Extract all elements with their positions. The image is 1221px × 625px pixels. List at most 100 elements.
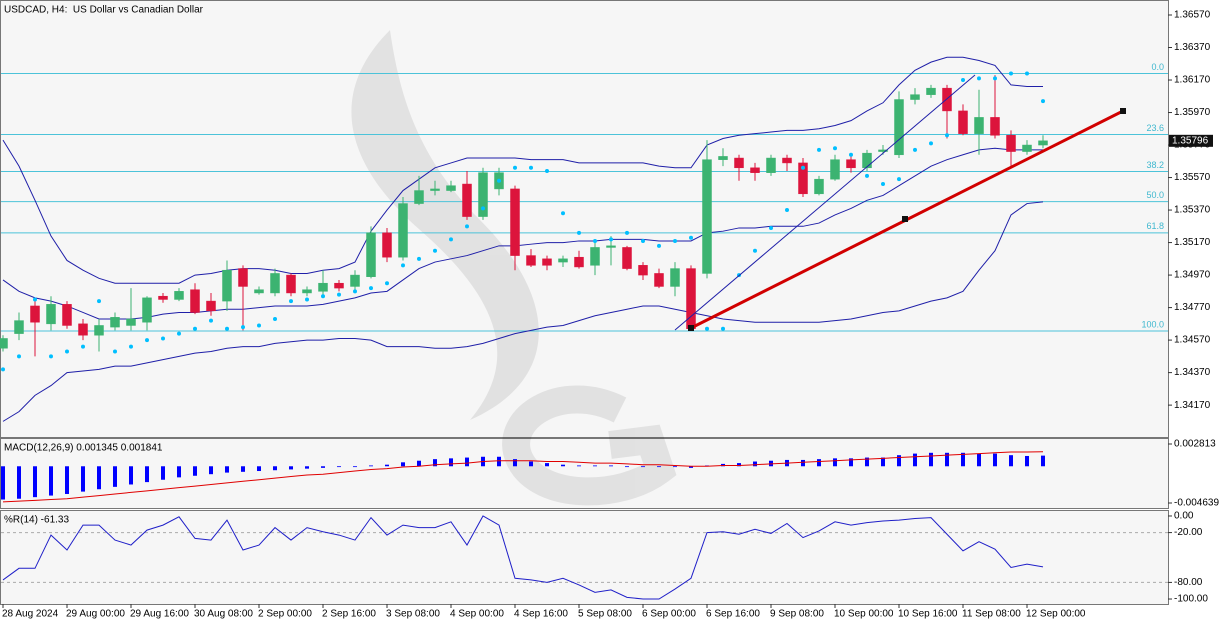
candle-body bbox=[30, 305, 40, 323]
sar-dot bbox=[273, 316, 277, 321]
x-tick-label: 12 Sep 00:00 bbox=[1026, 609, 1086, 620]
macd-bar bbox=[321, 466, 325, 468]
candle-body bbox=[0, 338, 8, 349]
sar-dot bbox=[897, 177, 901, 182]
y-tick-label: 1.34170 bbox=[1174, 400, 1211, 411]
last-price-box bbox=[1169, 134, 1213, 147]
x-tick-label: 2 Sep 00:00 bbox=[258, 609, 312, 620]
sar-dot bbox=[193, 326, 197, 331]
candle-body bbox=[302, 289, 312, 294]
sar-dot bbox=[225, 326, 229, 331]
macd-bar bbox=[241, 466, 245, 472]
sar-dot bbox=[561, 211, 565, 216]
wpr-title: %R(14) -61.33 bbox=[4, 515, 69, 526]
sar-dot bbox=[833, 146, 837, 151]
sar-dot bbox=[785, 208, 789, 213]
y-tick-label: 1.35970 bbox=[1174, 107, 1211, 118]
y-tick-label: -100.00 bbox=[1174, 594, 1208, 605]
macd-bar bbox=[689, 466, 693, 468]
candle-body bbox=[990, 117, 1000, 136]
labels-layer: 1.365701.363701.361701.359701.357701.355… bbox=[2, 10, 1219, 620]
candle-body bbox=[702, 159, 712, 274]
candle-body bbox=[126, 318, 136, 326]
sar-dot bbox=[17, 354, 21, 359]
candle-body bbox=[254, 289, 264, 294]
candle-body bbox=[350, 274, 360, 287]
sar-dot bbox=[481, 206, 485, 211]
candle-body bbox=[1038, 140, 1048, 146]
macd-bar bbox=[401, 462, 405, 467]
fib-label: 50.0 bbox=[1146, 190, 1164, 200]
fib-label: 23.6 bbox=[1146, 123, 1164, 133]
macd-bar bbox=[449, 458, 453, 467]
y-tick-label: 1.36570 bbox=[1174, 10, 1211, 21]
x-tick-label: 11 Sep 08:00 bbox=[962, 609, 1021, 620]
trend-anchor bbox=[902, 216, 908, 222]
macd-bar bbox=[289, 466, 293, 470]
sar-dot bbox=[881, 182, 885, 187]
sar-dot bbox=[33, 297, 37, 302]
macd-bar bbox=[97, 466, 101, 490]
macd-bar bbox=[865, 457, 869, 467]
sar-dot bbox=[641, 238, 645, 243]
y-tick-label: -80.00 bbox=[1174, 577, 1203, 588]
x-tick-label: 30 Aug 08:00 bbox=[194, 609, 253, 620]
y-tick-label: 1.35170 bbox=[1174, 237, 1211, 248]
sar-dot bbox=[1, 367, 5, 372]
y-tick-label: 0.002813 bbox=[1174, 439, 1216, 450]
y-tick-label: 1.34370 bbox=[1174, 367, 1211, 378]
x-tick-label: 2 Sep 16:00 bbox=[322, 609, 376, 620]
macd-bar bbox=[625, 466, 629, 468]
sar-dot bbox=[593, 238, 597, 243]
macd-title: MACD(12,26,9) 0.001345 0.001841 bbox=[4, 443, 163, 454]
sar-dot bbox=[369, 286, 373, 291]
macd-bar bbox=[977, 453, 981, 467]
macd-bar bbox=[465, 457, 469, 467]
candle-body bbox=[286, 274, 296, 294]
macd-bar bbox=[913, 453, 917, 467]
macd-bar bbox=[929, 452, 933, 467]
sar-dot bbox=[817, 147, 821, 152]
bollinger-upper bbox=[2, 56, 1043, 284]
macd-bar bbox=[609, 465, 613, 467]
macd-bar bbox=[257, 466, 261, 472]
candle-body bbox=[942, 87, 952, 112]
candle-body bbox=[718, 156, 728, 160]
macd-bar bbox=[961, 452, 965, 467]
candle-body bbox=[958, 110, 968, 134]
macd-bar bbox=[353, 466, 357, 468]
candle-body bbox=[78, 323, 88, 336]
sar-dot bbox=[129, 344, 133, 349]
candle-body bbox=[142, 297, 152, 323]
y-tick-label: 1.34770 bbox=[1174, 302, 1211, 313]
macd-bar bbox=[225, 466, 229, 473]
candle-body bbox=[174, 291, 184, 300]
candle-body bbox=[894, 99, 904, 156]
wpr-line bbox=[2, 515, 1044, 600]
trend-anchor bbox=[1120, 108, 1126, 114]
sar-dot bbox=[625, 230, 629, 235]
drawing-objects bbox=[674, 74, 1126, 331]
sar-dot bbox=[1009, 71, 1013, 76]
bollinger-lower bbox=[2, 201, 1044, 422]
candle-body bbox=[334, 282, 344, 289]
macd-bar bbox=[17, 466, 21, 499]
sar-dot bbox=[529, 165, 533, 170]
x-tick-label: 29 Aug 16:00 bbox=[130, 609, 189, 620]
x-tick-label: 5 Sep 08:00 bbox=[578, 609, 632, 620]
sar-dot bbox=[433, 248, 437, 253]
sar-dot bbox=[865, 173, 869, 178]
sar-dot bbox=[97, 299, 101, 304]
fib-label: 61.8 bbox=[1146, 221, 1164, 231]
macd-bar bbox=[593, 465, 597, 467]
y-tick-label: 1.36370 bbox=[1174, 42, 1211, 53]
macd-bar bbox=[193, 466, 197, 476]
candle-body bbox=[798, 162, 808, 195]
candle-body bbox=[46, 304, 56, 325]
candle-body bbox=[654, 273, 664, 287]
candle-body bbox=[238, 268, 248, 287]
macd-bar bbox=[385, 464, 389, 467]
main-layer: 0.0 23.6 38.2 50.0 61.8 100.0 bbox=[0, 56, 1168, 600]
macd-bar bbox=[657, 466, 661, 468]
candle-body bbox=[542, 258, 552, 266]
